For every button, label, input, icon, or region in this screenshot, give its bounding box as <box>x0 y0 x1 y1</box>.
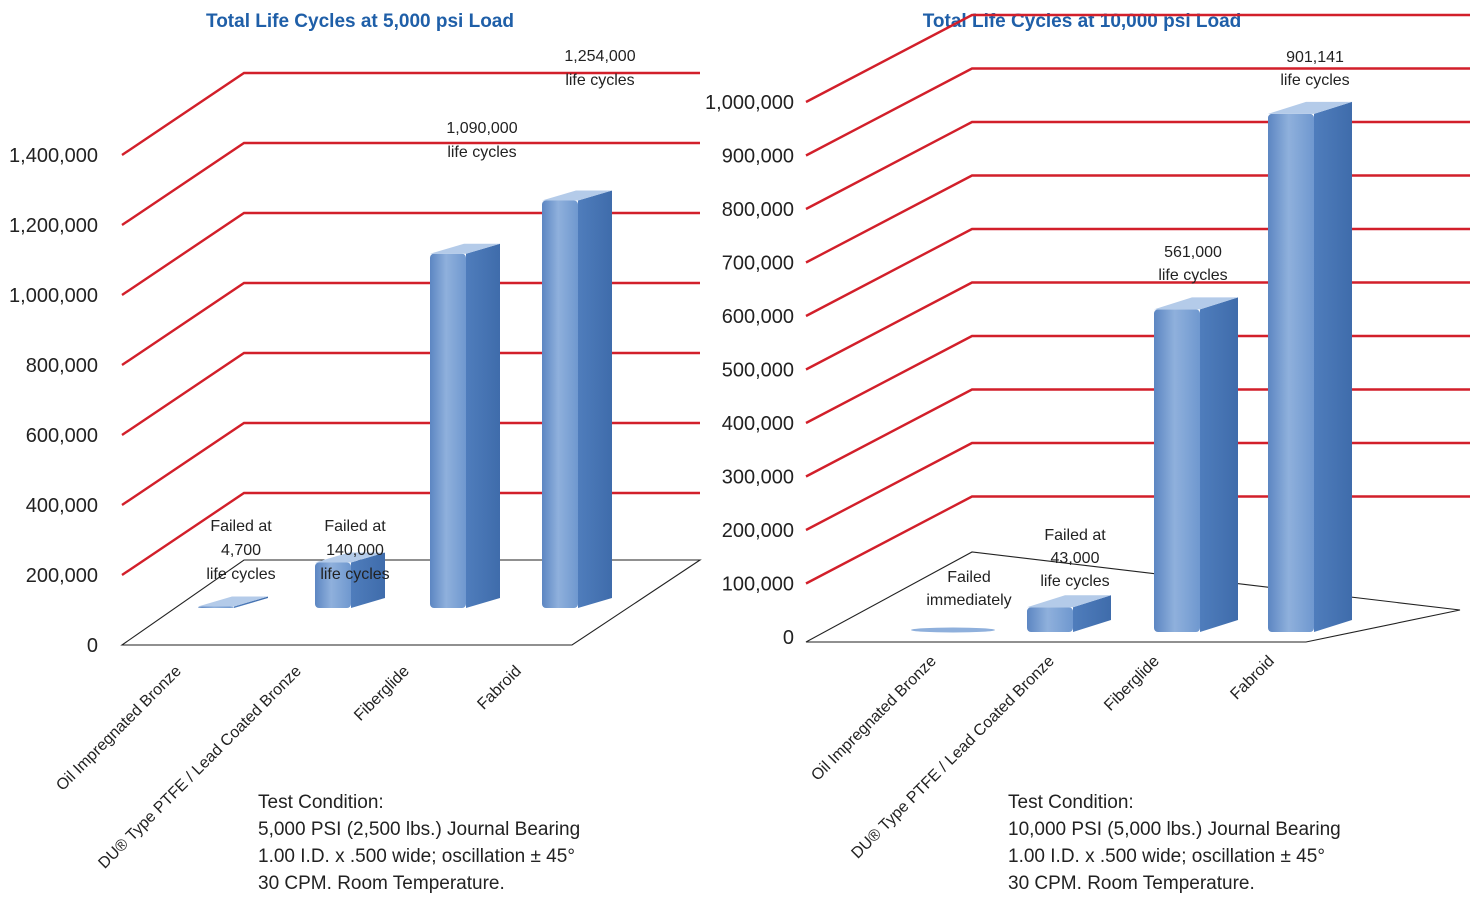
data-label: Failed at <box>324 518 386 535</box>
y-tick-label: 1,000,000 <box>705 92 794 114</box>
data-label: Failed <box>947 569 991 586</box>
gridline <box>805 388 1470 478</box>
bar-mark-side <box>351 552 385 608</box>
gridline <box>805 441 1470 532</box>
bar-mark-top <box>315 552 385 563</box>
bar-mark-top <box>1027 595 1111 608</box>
category-label: Fabroid <box>1227 653 1277 703</box>
data-label: 4,700 <box>221 542 261 559</box>
y-tick-label: 700,000 <box>722 253 794 275</box>
bar-mark-top <box>1268 101 1352 114</box>
bar-mark <box>1154 309 1200 632</box>
data-label: Failed at <box>1044 527 1106 544</box>
y-tick-label: 400,000 <box>26 495 98 517</box>
y-tick-label: 0 <box>87 635 98 657</box>
gridline <box>805 13 1470 104</box>
chart-title: Total Life Cycles at 10,000 psi Load <box>923 11 1242 32</box>
y-tick-label: 1,400,000 <box>9 145 98 167</box>
y-tick-label: 300,000 <box>722 467 794 489</box>
data-label: life cycles <box>320 566 389 583</box>
bar-mark <box>198 606 234 608</box>
bar-mark-top <box>542 190 612 201</box>
bar-mark-top <box>1154 297 1238 310</box>
bar-mark-side <box>578 190 612 608</box>
gridline <box>121 71 700 156</box>
y-tick-label: 100,000 <box>722 574 794 596</box>
test-condition-note: 10,000 PSI (5,000 lbs.) Journal Bearing <box>1008 819 1341 840</box>
gridline <box>805 174 1470 264</box>
category-label: Fiberglide <box>1101 653 1163 715</box>
test-condition-note: Test Condition: <box>1008 792 1134 813</box>
y-tick-label: 200,000 <box>26 565 98 587</box>
category-label: Fabroid <box>474 663 524 713</box>
data-label: life cycles <box>1280 72 1349 89</box>
bar-mark <box>430 253 466 608</box>
data-label: 140,000 <box>326 542 384 559</box>
y-tick-label: 500,000 <box>722 360 794 382</box>
data-label: life cycles <box>1040 573 1109 590</box>
bar-mark-side <box>466 243 500 608</box>
test-condition-note: 30 CPM. Room Temperature. <box>1008 873 1255 894</box>
y-tick-label: 900,000 <box>722 146 794 168</box>
category-label: DU® Type PTFE / Lead Coated Bronze <box>95 663 305 873</box>
y-tick-label: 0 <box>783 627 794 649</box>
gridline <box>805 334 1470 425</box>
gridline <box>805 227 1470 318</box>
data-label: life cycles <box>447 144 516 161</box>
gridline <box>805 495 1470 585</box>
data-label: 901,141 <box>1286 49 1344 66</box>
bar-mark <box>1027 607 1073 632</box>
bar-mark-top <box>198 596 268 607</box>
y-tick-label: 600,000 <box>26 425 98 447</box>
chart-floor <box>805 551 1461 643</box>
bar-mark-side <box>1314 101 1352 632</box>
data-label: 1,090,000 <box>446 120 517 137</box>
bar-mark-side <box>234 596 268 608</box>
category-label: Oil Impregnated Bronze <box>53 663 185 795</box>
data-label: life cycles <box>565 72 634 89</box>
bar-mark <box>1268 113 1314 632</box>
bar-mark <box>911 627 995 633</box>
category-label: Fiberglide <box>351 663 413 725</box>
y-tick-label: 800,000 <box>722 199 794 221</box>
test-condition-note: 5,000 PSI (2,500 lbs.) Journal Bearing <box>258 819 580 840</box>
data-label: 43,000 <box>1051 550 1100 567</box>
data-label: 1,254,000 <box>564 48 635 65</box>
data-label: immediately <box>926 592 1011 609</box>
y-tick-label: 400,000 <box>722 413 794 435</box>
gridline <box>805 281 1470 371</box>
gridline <box>121 141 700 226</box>
test-condition-note: 1.00 I.D. x .500 wide; oscillation ± 45° <box>1008 846 1325 867</box>
test-condition-note: 1.00 I.D. x .500 wide; oscillation ± 45° <box>258 846 575 867</box>
y-tick-label: 1,000,000 <box>9 285 98 307</box>
y-tick-label: 600,000 <box>722 306 794 328</box>
chart-title: Total Life Cycles at 5,000 psi Load <box>206 11 514 32</box>
data-label: Failed at <box>210 518 272 535</box>
data-label: life cycles <box>1158 267 1227 284</box>
bar-mark-top <box>430 243 500 254</box>
data-label: 561,000 <box>1164 244 1222 261</box>
bar-mark <box>542 200 578 608</box>
bar-mark <box>315 562 351 608</box>
bar-mark-side <box>1073 595 1111 632</box>
gridline <box>805 120 1470 211</box>
y-tick-label: 800,000 <box>26 355 98 377</box>
category-label: Oil Impregnated Bronze <box>808 653 940 785</box>
test-condition-note: 30 CPM. Room Temperature. <box>258 873 505 894</box>
y-tick-label: 200,000 <box>722 520 794 542</box>
data-label: life cycles <box>206 566 275 583</box>
y-tick-label: 1,200,000 <box>9 215 98 237</box>
test-condition-note: Test Condition: <box>258 792 384 813</box>
gridline <box>805 67 1470 157</box>
bar-mark-side <box>1200 297 1238 632</box>
